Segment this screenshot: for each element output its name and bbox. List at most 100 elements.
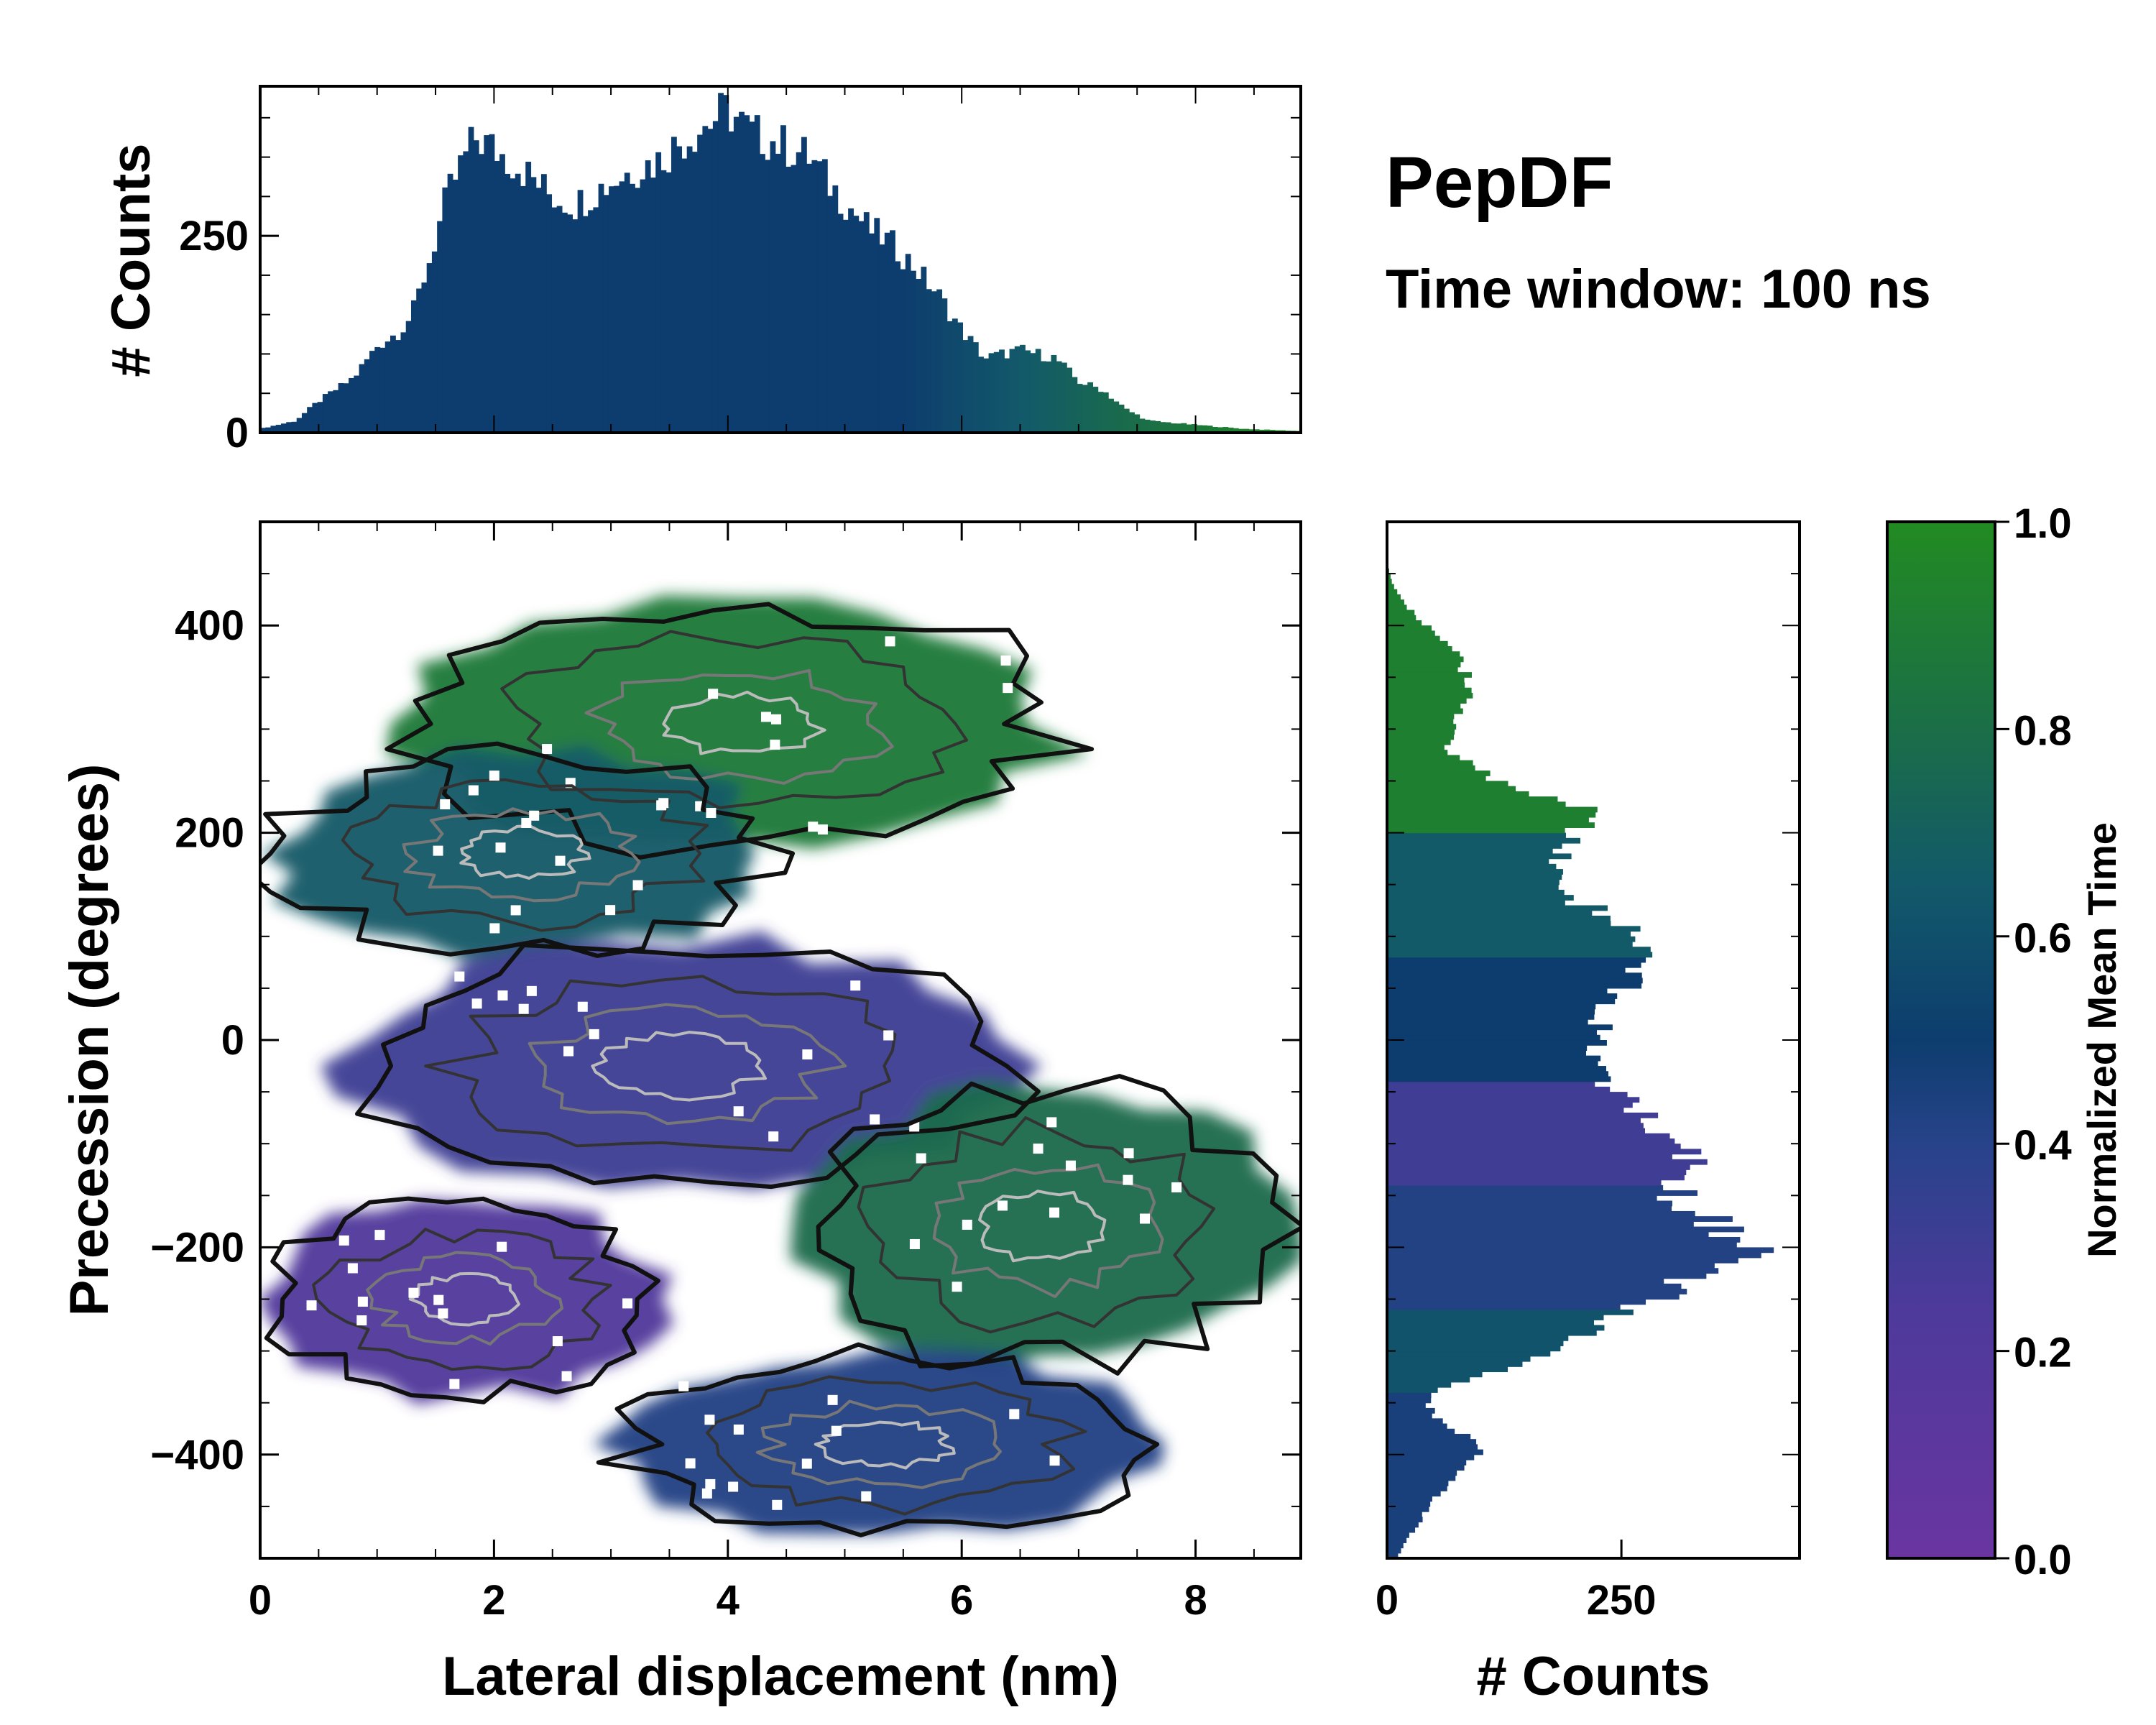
top-histogram-bar bbox=[1253, 429, 1260, 433]
top-histogram-bar bbox=[1118, 404, 1125, 433]
right-histogram-bar bbox=[1387, 900, 1565, 906]
top-histogram-bar bbox=[1248, 429, 1255, 433]
heatmap-empty-cell bbox=[555, 855, 566, 866]
top-histogram-bar bbox=[853, 216, 860, 433]
top-histogram-bar bbox=[1129, 412, 1135, 433]
main-heatmap-contours bbox=[260, 602, 1301, 1537]
right-histogram-bar bbox=[1387, 1289, 1687, 1294]
top-histogram-bar bbox=[744, 115, 750, 433]
top-histogram-bar bbox=[384, 341, 391, 433]
right-histogram-bar bbox=[1387, 630, 1435, 637]
heatmap-empty-cell bbox=[997, 1200, 1008, 1211]
top-histogram-bar bbox=[328, 391, 333, 433]
top-histogram-bar bbox=[936, 289, 943, 433]
heatmap-empty-cell bbox=[489, 770, 499, 781]
top-y-tick-label: 0 bbox=[226, 410, 249, 456]
right-histogram-bar bbox=[1387, 1102, 1633, 1108]
right-histogram-bar bbox=[1387, 1491, 1441, 1497]
heatmap-empty-cell bbox=[489, 923, 500, 934]
top-histogram-bar bbox=[1123, 408, 1130, 433]
right-histogram-bar bbox=[1387, 1205, 1672, 1212]
top-histogram-bar bbox=[421, 282, 428, 433]
right-histogram-bar bbox=[1387, 926, 1641, 932]
right-histogram-bar bbox=[1387, 687, 1472, 694]
heatmap-empty-cell bbox=[1049, 1208, 1060, 1218]
top-histogram-bar bbox=[291, 421, 298, 433]
right-histogram-bar bbox=[1387, 827, 1565, 834]
top-histogram-bar bbox=[505, 173, 511, 433]
right-histogram-bar bbox=[1387, 1506, 1429, 1512]
top-histogram-bar bbox=[556, 206, 563, 433]
heatmap-empty-cell bbox=[433, 845, 443, 856]
right-histogram-bar bbox=[1387, 1381, 1452, 1388]
top-histogram-bar bbox=[660, 170, 667, 433]
heatmap-empty-cell bbox=[589, 1029, 599, 1039]
top-histogram-bar bbox=[760, 154, 765, 433]
top-histogram-bar bbox=[614, 185, 620, 433]
right-histogram-bar bbox=[1387, 620, 1422, 626]
right-histogram-bar bbox=[1387, 604, 1407, 611]
right-histogram-bar bbox=[1387, 1273, 1707, 1279]
heatmap-empty-cell bbox=[563, 1046, 574, 1057]
top-histogram-bar bbox=[405, 321, 412, 433]
top-histogram-bar bbox=[900, 269, 906, 433]
right-histogram-bar bbox=[1387, 1325, 1605, 1331]
top-histogram-bar bbox=[1186, 424, 1192, 433]
right-histogram-bar bbox=[1387, 947, 1651, 953]
top-histogram-bar bbox=[895, 261, 901, 433]
top-histogram-bar bbox=[1108, 398, 1114, 433]
right-histogram-bar bbox=[1387, 848, 1553, 855]
main-x-tick-label: 8 bbox=[1184, 1577, 1207, 1624]
heatmap-empty-cell bbox=[883, 1030, 894, 1041]
right-histogram-bar bbox=[1387, 1351, 1551, 1357]
heatmap-empty-cell bbox=[802, 1049, 813, 1060]
top-histogram-bar bbox=[733, 116, 740, 433]
right-histogram-bar bbox=[1387, 1413, 1432, 1419]
top-histogram-bar bbox=[931, 291, 937, 433]
top-histogram-bar bbox=[577, 190, 584, 433]
right-histogram-bar bbox=[1387, 661, 1461, 668]
top-histogram-bar bbox=[540, 174, 547, 433]
heatmap-contour bbox=[857, 1116, 1216, 1334]
top-histogram-bar bbox=[1212, 427, 1218, 433]
right-histogram-bar bbox=[1387, 1029, 1598, 1036]
heatmap-empty-cell bbox=[542, 744, 553, 755]
right-histogram-bar bbox=[1387, 1034, 1600, 1041]
colorbar-ticks: 0.0 0.2 0.4 0.6 0.8 1.0 bbox=[1995, 500, 2072, 1583]
right-histogram-bar bbox=[1387, 1299, 1646, 1305]
right-histogram-bar bbox=[1387, 1107, 1624, 1113]
top-histogram-bar bbox=[484, 135, 490, 433]
top-histogram-bar bbox=[1035, 349, 1041, 433]
heatmap-contour bbox=[384, 602, 1095, 860]
heatmap-empty-cell bbox=[306, 1300, 317, 1311]
right-histogram-bar bbox=[1387, 1221, 1694, 1228]
heatmap-empty-cell bbox=[356, 1315, 367, 1326]
top-histogram-bar bbox=[593, 207, 599, 433]
heatmap-empty-cell bbox=[357, 1296, 368, 1307]
right-histogram-bar bbox=[1387, 646, 1452, 652]
top-histogram-bar bbox=[749, 121, 755, 433]
heatmap-empty-cell bbox=[1123, 1174, 1133, 1185]
top-histogram-bar bbox=[582, 216, 589, 433]
top-histogram-bar bbox=[280, 423, 287, 433]
right-histogram-bar bbox=[1387, 853, 1572, 860]
main-x-ticks: 0 2 4 6 8 bbox=[249, 522, 1255, 1624]
right-histogram-bar bbox=[1387, 843, 1562, 849]
top-histogram-bar bbox=[811, 160, 818, 433]
top-histogram-bar bbox=[863, 212, 870, 433]
right-histogram-bar bbox=[1387, 1263, 1715, 1269]
top-histogram-bar bbox=[619, 181, 625, 433]
right-histogram-bar bbox=[1387, 837, 1581, 844]
top-histogram-bar bbox=[515, 173, 521, 433]
heatmap-empty-cell bbox=[449, 1379, 460, 1389]
right-histogram-bar bbox=[1387, 1315, 1604, 1320]
right-histogram-bar bbox=[1387, 1512, 1422, 1517]
top-histogram-bar bbox=[535, 188, 542, 433]
heatmap-empty-cell bbox=[827, 1394, 838, 1405]
heatmap-empty-cell bbox=[577, 1001, 588, 1012]
right-histogram-bar bbox=[1387, 1055, 1601, 1062]
right-histogram-bar bbox=[1387, 1226, 1744, 1233]
top-histogram-bar bbox=[1067, 367, 1073, 433]
right-histogram-bar bbox=[1387, 905, 1608, 911]
right-histogram-bar bbox=[1387, 1407, 1435, 1414]
